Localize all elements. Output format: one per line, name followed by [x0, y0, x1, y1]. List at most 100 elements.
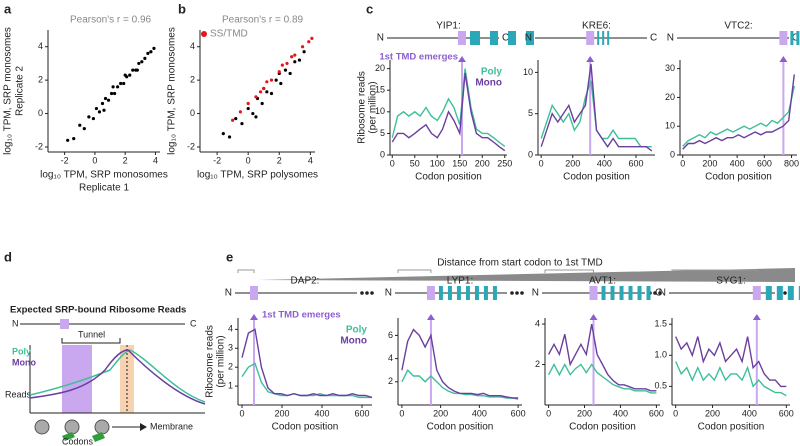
- y-tick-label: 0: [38, 108, 43, 118]
- point: [112, 91, 117, 96]
- y-tick-label: 5: [380, 128, 385, 138]
- y-label: (per million): [368, 81, 379, 133]
- ribosome: [34, 419, 50, 435]
- y-tick-label: 1.0: [654, 350, 667, 360]
- point: [280, 63, 284, 67]
- trace: [241, 328, 373, 399]
- point: [269, 91, 274, 96]
- y-tick-label: 0.5: [654, 381, 667, 391]
- y-tick-label: 5: [528, 108, 533, 118]
- tm-box: [637, 286, 642, 300]
- d-diagram: Expected SRP-bound Ribosome Reads N C Tu…: [5, 305, 206, 446]
- x-tick-label: 600: [354, 408, 369, 418]
- x-tick-label: 250: [497, 158, 512, 168]
- y-tick-label: 4: [190, 41, 195, 51]
- point: [259, 90, 263, 94]
- point: [283, 68, 288, 72]
- n-term: N: [225, 288, 232, 299]
- trace: [540, 80, 652, 148]
- tm-box: [798, 286, 800, 300]
- x-tick-label: 800: [784, 158, 799, 168]
- tm-box: [787, 286, 794, 300]
- tm-box: [628, 286, 633, 300]
- y-label: (per million): [216, 335, 227, 387]
- point: [307, 40, 311, 44]
- x-tick-label: 2: [123, 155, 128, 165]
- point: [265, 90, 269, 94]
- x-tick-label: 0: [546, 408, 551, 418]
- x-tick-label: 0: [390, 158, 395, 168]
- ribosome: [64, 419, 80, 435]
- y-tick-label: 10: [523, 67, 533, 77]
- point: [137, 61, 141, 66]
- point: [146, 51, 150, 55]
- point: [227, 135, 232, 139]
- tmd-box: [779, 31, 788, 45]
- y-tick-label: 3: [228, 343, 233, 353]
- y-tick-label: 2: [535, 359, 540, 369]
- panel-letter: d: [4, 249, 12, 264]
- tm-box: [646, 286, 651, 300]
- ribosome: [94, 419, 110, 435]
- x-tick-label: 0: [92, 155, 97, 165]
- y-tick-label: 4: [388, 353, 393, 363]
- d-poly: Poly: [12, 346, 31, 356]
- y-label: Replicate 2: [15, 66, 26, 116]
- tmd-arrow: [779, 56, 788, 62]
- tmd-box: [60, 319, 69, 329]
- legend-label: Poly: [481, 67, 503, 78]
- point: [251, 111, 255, 116]
- x-tick-label: 0: [246, 155, 251, 165]
- point: [240, 121, 244, 126]
- point: [297, 58, 302, 62]
- n-term: N: [385, 288, 392, 299]
- y-label: Ribosome reads: [205, 325, 216, 398]
- y-tick-label: -2: [35, 141, 43, 151]
- tmd-box: [586, 31, 595, 45]
- gene-label: KRE6:: [582, 21, 611, 32]
- distance-bracket: [397, 269, 432, 273]
- tmd-arrow: [250, 314, 258, 320]
- panel-letter: e: [226, 249, 233, 264]
- ellipsis: [783, 291, 787, 295]
- point: [279, 81, 283, 86]
- point: [72, 137, 76, 141]
- tm-box: [508, 31, 516, 45]
- y-label: log₁₀ TPM, SRP monosomes: [167, 27, 178, 155]
- annotation: 1st TMD emerges: [379, 52, 458, 63]
- x-tick-label: 50: [410, 158, 420, 168]
- y-tick-label: 6: [388, 330, 393, 340]
- y-tick-label: 4: [535, 318, 540, 328]
- tm-box: [456, 286, 461, 300]
- point: [143, 56, 147, 61]
- panel-letter: a: [4, 1, 12, 16]
- x-label: Codon position: [415, 172, 482, 183]
- c-term: C: [650, 33, 657, 44]
- legend-label: Mono: [340, 336, 367, 347]
- gene-label: SYG1:: [716, 276, 745, 287]
- tm-box: [776, 286, 783, 300]
- point: [293, 53, 297, 57]
- trace: [391, 68, 506, 147]
- tm-box: [490, 31, 498, 45]
- mono-curve: [29, 349, 206, 405]
- x-label: Replicate 1: [79, 183, 129, 194]
- ellipsis: [360, 291, 364, 295]
- gene-label: LYP1:: [447, 276, 474, 287]
- n-term: N: [659, 288, 666, 299]
- n-term: N: [667, 33, 674, 44]
- tunnel-bracket: [61, 338, 121, 344]
- trace: [675, 361, 787, 397]
- point: [116, 85, 120, 89]
- x-label: log₁₀ TPM, SRP polysomes: [197, 170, 318, 181]
- point: [78, 123, 82, 127]
- tm-box: [796, 31, 800, 45]
- tm-box: [483, 286, 488, 300]
- ellipsis: [520, 291, 524, 295]
- d-n: N: [12, 318, 19, 328]
- trace: [401, 328, 519, 399]
- d-codons: Codons: [62, 436, 94, 446]
- x-label: Codon position: [563, 172, 630, 183]
- tmd-box: [426, 286, 435, 300]
- point: [128, 73, 132, 77]
